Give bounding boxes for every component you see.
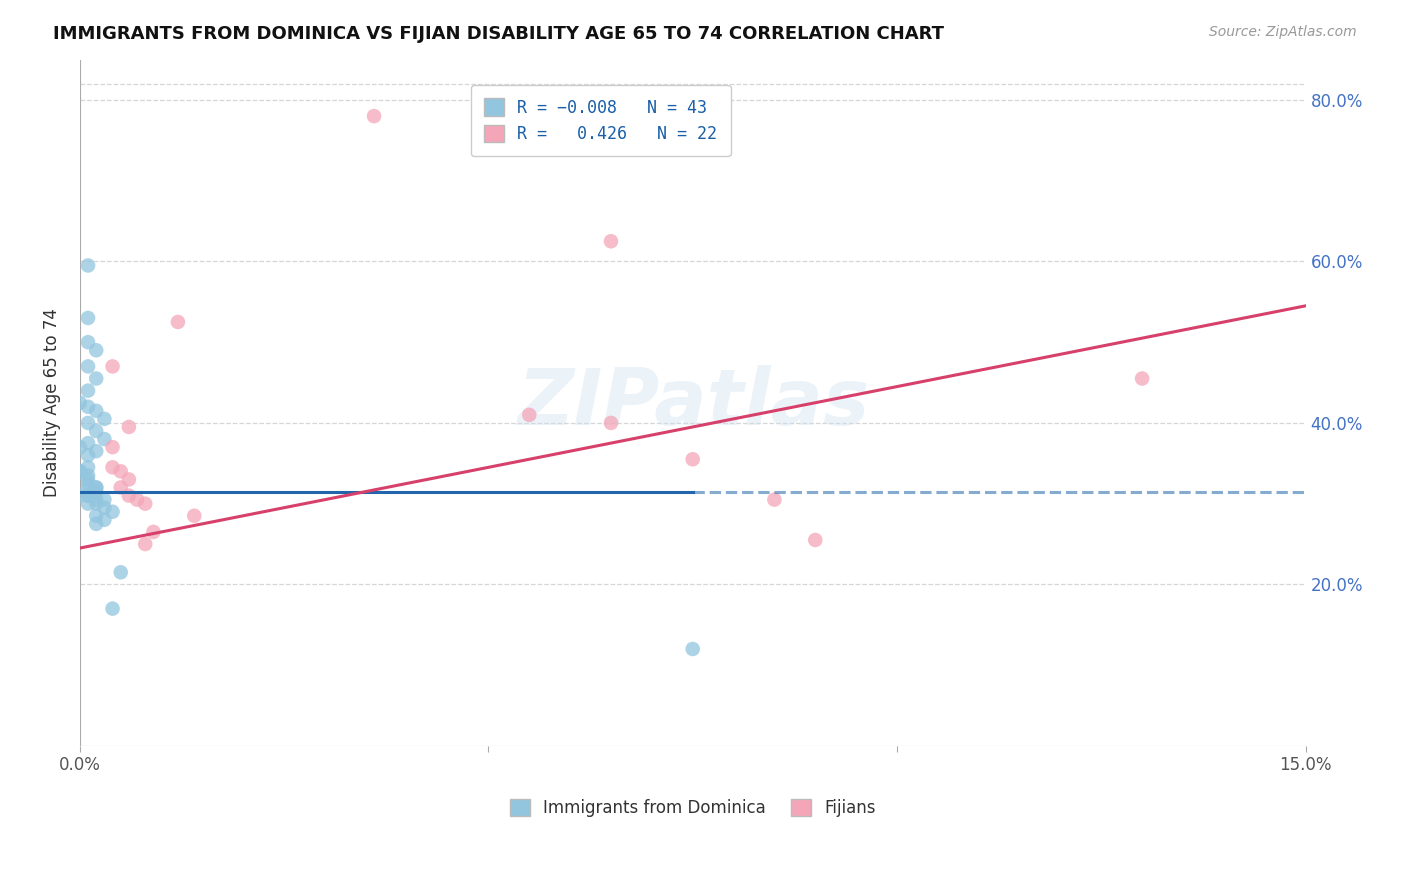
Point bbox=[118, 489, 141, 503]
Point bbox=[77, 259, 100, 273]
Point bbox=[93, 432, 115, 446]
Point bbox=[84, 492, 107, 507]
Point bbox=[84, 444, 107, 458]
Point bbox=[93, 412, 115, 426]
Point bbox=[93, 500, 115, 515]
Point bbox=[77, 359, 100, 374]
Point bbox=[77, 481, 100, 495]
Point bbox=[84, 481, 107, 495]
Point bbox=[93, 513, 115, 527]
Point bbox=[118, 472, 141, 486]
Point bbox=[101, 460, 124, 475]
Point bbox=[77, 472, 100, 486]
Text: Source: ZipAtlas.com: Source: ZipAtlas.com bbox=[1209, 25, 1357, 39]
Point bbox=[804, 533, 827, 547]
Point bbox=[84, 481, 107, 495]
Point bbox=[84, 508, 107, 523]
Point bbox=[167, 315, 190, 329]
Y-axis label: Disability Age 65 to 74: Disability Age 65 to 74 bbox=[44, 309, 60, 497]
Point bbox=[101, 359, 124, 374]
Point bbox=[77, 497, 100, 511]
Legend: Immigrants from Dominica, Fijians: Immigrants from Dominica, Fijians bbox=[503, 792, 883, 823]
Point bbox=[69, 464, 91, 478]
Point bbox=[77, 489, 100, 503]
Point bbox=[142, 524, 165, 539]
Point bbox=[110, 481, 132, 495]
Point bbox=[77, 384, 100, 398]
Point bbox=[84, 371, 107, 385]
Point bbox=[69, 464, 91, 478]
Point bbox=[600, 416, 623, 430]
Point bbox=[77, 436, 100, 450]
Point bbox=[77, 400, 100, 414]
Point bbox=[69, 440, 91, 454]
Point bbox=[84, 516, 107, 531]
Point bbox=[517, 408, 540, 422]
Point bbox=[77, 310, 100, 325]
Point bbox=[1130, 371, 1153, 385]
Point bbox=[600, 234, 623, 248]
Point bbox=[84, 404, 107, 418]
Point bbox=[110, 464, 132, 478]
Point bbox=[110, 566, 132, 580]
Point bbox=[77, 468, 100, 483]
Point bbox=[84, 343, 107, 358]
Point bbox=[682, 452, 704, 467]
Point bbox=[84, 484, 107, 499]
Text: IMMIGRANTS FROM DOMINICA VS FIJIAN DISABILITY AGE 65 TO 74 CORRELATION CHART: IMMIGRANTS FROM DOMINICA VS FIJIAN DISAB… bbox=[53, 25, 945, 43]
Point bbox=[84, 424, 107, 438]
Text: ZIPatlas: ZIPatlas bbox=[516, 365, 869, 441]
Point bbox=[101, 440, 124, 454]
Point bbox=[84, 497, 107, 511]
Point bbox=[77, 476, 100, 491]
Point bbox=[763, 492, 786, 507]
Point bbox=[134, 537, 156, 551]
Point bbox=[118, 420, 141, 434]
Point bbox=[77, 335, 100, 350]
Point bbox=[134, 497, 156, 511]
Point bbox=[77, 448, 100, 462]
Point bbox=[69, 489, 91, 503]
Point bbox=[363, 109, 385, 123]
Point bbox=[183, 508, 205, 523]
Point bbox=[69, 395, 91, 409]
Point bbox=[77, 460, 100, 475]
Point bbox=[77, 489, 100, 503]
Point bbox=[77, 416, 100, 430]
Point bbox=[101, 601, 124, 615]
Point bbox=[101, 505, 124, 519]
Point bbox=[125, 492, 148, 507]
Point bbox=[682, 642, 704, 657]
Point bbox=[93, 492, 115, 507]
